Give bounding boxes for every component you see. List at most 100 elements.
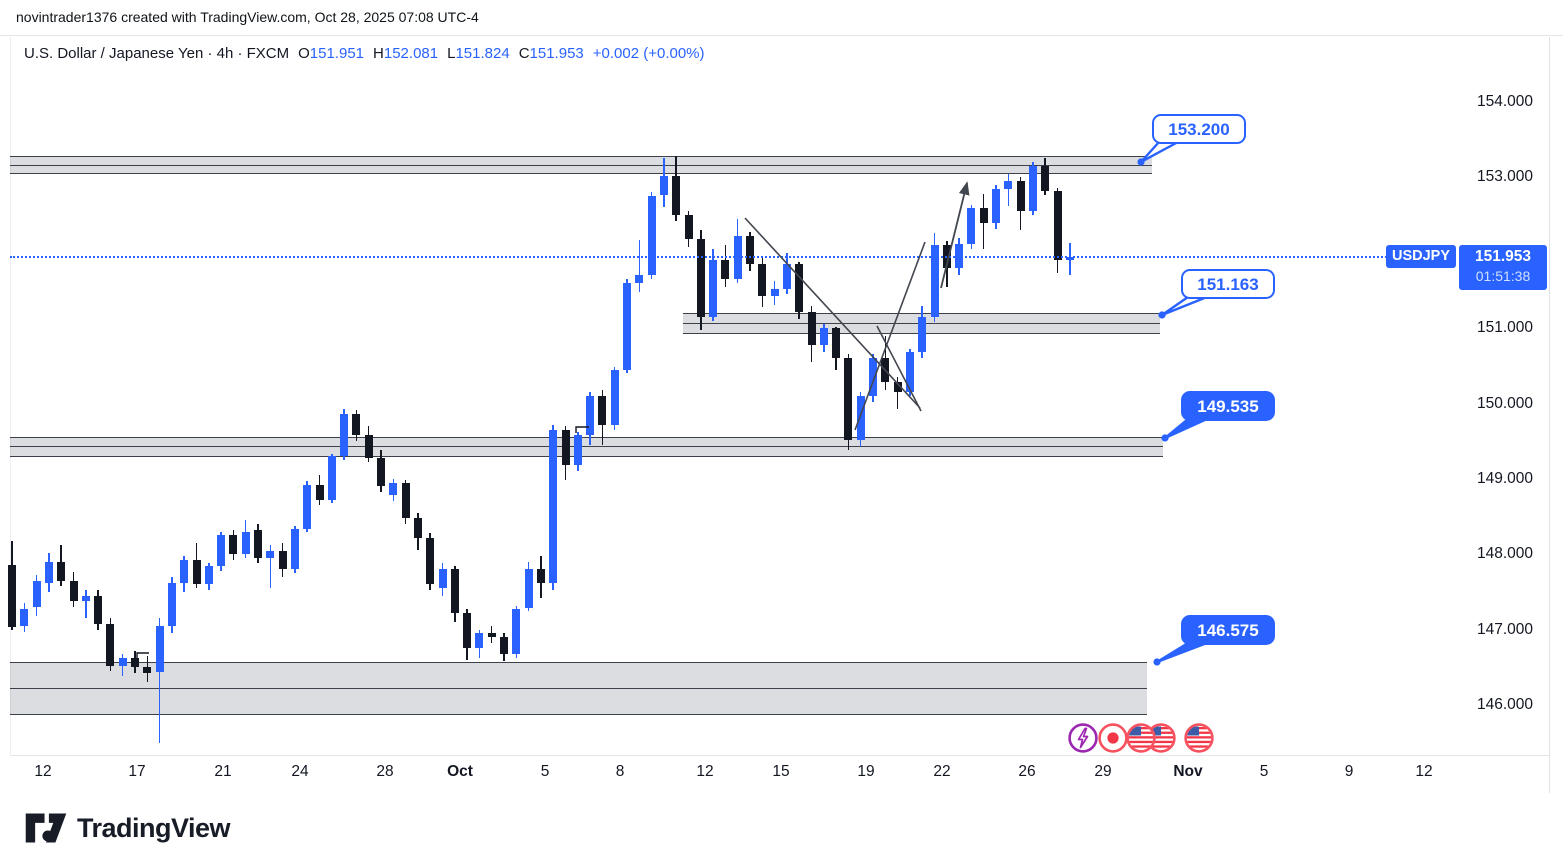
candle — [561, 429, 570, 466]
level-price-label[interactable]: 146.575 — [1181, 615, 1275, 645]
candle — [69, 581, 78, 601]
candle — [918, 316, 927, 353]
bar-countdown: 01:51:38 — [1475, 268, 1531, 284]
level-zone-midline — [10, 164, 1152, 166]
level-zone[interactable] — [10, 436, 1163, 457]
time-axis-label: 21 — [214, 763, 232, 780]
candle — [450, 569, 459, 613]
candle — [278, 550, 287, 570]
time-axis-label: 9 — [1344, 763, 1354, 780]
candle — [241, 531, 250, 555]
candle — [893, 382, 902, 393]
ohlc-key: H — [373, 45, 384, 62]
time-axis-label: 5 — [540, 763, 550, 780]
candle — [57, 561, 66, 582]
time-axis-label: Nov — [1173, 763, 1203, 780]
level-zone[interactable] — [10, 661, 1147, 715]
candle — [180, 560, 189, 583]
price-axis-label: 149.000 — [1476, 469, 1533, 487]
candle — [340, 414, 349, 457]
candle — [204, 566, 213, 585]
attribution-text: novintrader1376 created with TradingView… — [16, 9, 479, 25]
ohlc-value: 151.824 — [455, 45, 510, 62]
candle-wick — [158, 618, 161, 743]
time-axis-label: 26 — [1018, 763, 1036, 780]
candle-wick — [638, 239, 641, 292]
event-icon-japan-flag[interactable] — [1097, 722, 1129, 754]
candle — [155, 625, 164, 672]
time-axis-label: 12 — [34, 763, 52, 780]
level-price-label[interactable]: 151.163 — [1181, 269, 1275, 299]
time-axis-label: 19 — [857, 763, 875, 780]
candle — [647, 195, 656, 276]
candle — [758, 264, 767, 297]
candle — [315, 484, 324, 500]
candle — [549, 429, 558, 583]
candle — [967, 207, 976, 244]
candle — [524, 569, 533, 609]
candle — [1016, 181, 1025, 212]
time-axis-label: 8 — [615, 763, 625, 780]
ohlc-item: L151.824 — [447, 45, 510, 62]
candle — [401, 482, 410, 518]
time-axis-label: 28 — [376, 763, 394, 780]
price-axis-label: 147.000 — [1476, 620, 1533, 638]
current-price-value: 151.953 — [1474, 248, 1532, 265]
current-price-line — [10, 256, 1443, 258]
candle — [930, 245, 939, 317]
candle — [536, 569, 545, 583]
time-axis-label: 15 — [772, 763, 790, 780]
candle — [844, 358, 853, 440]
candle — [327, 456, 336, 500]
candle — [303, 484, 312, 530]
candle — [463, 613, 472, 649]
candle — [143, 667, 152, 674]
event-icon-us-flag[interactable] — [1183, 722, 1215, 754]
candle — [770, 288, 779, 297]
level-zone-midline — [10, 446, 1163, 448]
candle — [266, 550, 275, 558]
candle — [881, 358, 890, 383]
candle — [1065, 256, 1074, 261]
level-price-label[interactable]: 149.535 — [1181, 391, 1275, 421]
symbol-price-tag[interactable]: USDJPY — [1386, 245, 1456, 268]
candle — [659, 175, 668, 196]
level-price-label[interactable]: 153.200 — [1152, 114, 1246, 144]
candle — [623, 282, 631, 371]
current-price-label[interactable]: 151.953 01:51:38 — [1459, 245, 1547, 290]
candle — [746, 236, 754, 265]
candle — [475, 633, 484, 649]
candle — [106, 623, 115, 666]
candle — [426, 537, 435, 585]
tradingview-logo[interactable]: TradingView — [25, 810, 231, 846]
candle — [856, 396, 865, 440]
time-axis-label: 17 — [128, 763, 146, 780]
candle — [20, 608, 29, 626]
candle — [167, 582, 176, 626]
symbol-header[interactable]: U.S. Dollar / Japanese Yen · 4h · FXCM O… — [24, 45, 705, 62]
candle — [487, 633, 496, 638]
level-zone[interactable] — [10, 155, 1152, 175]
candle — [573, 435, 582, 466]
price-change: +0.002 (+0.00%) — [592, 45, 705, 62]
candle — [696, 239, 705, 317]
ohlc-values: O151.951 H152.081 L151.824 C151.953 — [298, 45, 584, 62]
candle — [610, 370, 619, 425]
event-icon-economic-flash[interactable] — [1067, 722, 1099, 754]
candle — [1004, 181, 1013, 189]
tradingview-logo-text: TradingView — [77, 812, 231, 843]
price-scale-border — [1549, 37, 1550, 793]
ohlc-key: L — [447, 45, 456, 62]
candle — [598, 396, 607, 425]
candle — [290, 529, 299, 570]
candle-wick — [85, 590, 87, 619]
candle — [131, 658, 139, 668]
candle-wick — [1007, 173, 1010, 206]
candle — [832, 328, 841, 359]
ohlc-value: 152.081 — [383, 45, 439, 62]
price-axis-label: 150.000 — [1476, 394, 1533, 412]
ohlc-value: 151.953 — [529, 45, 584, 62]
event-icon-us-flag[interactable] — [1125, 722, 1157, 754]
candle — [192, 560, 201, 585]
